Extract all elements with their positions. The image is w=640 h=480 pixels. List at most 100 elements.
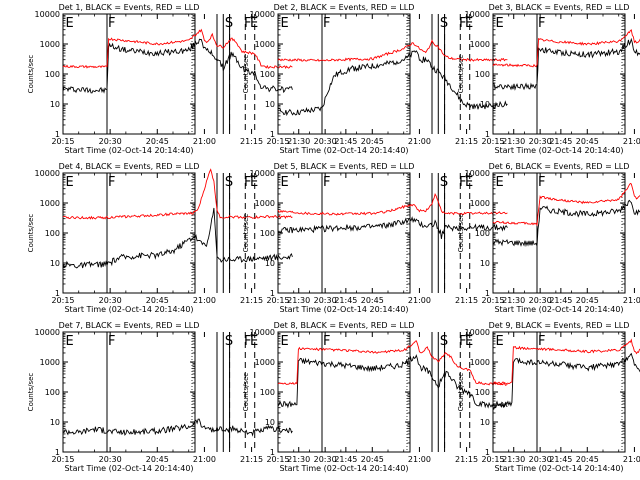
- y-tick-label: 10: [265, 259, 275, 268]
- marker-letter: E: [465, 334, 473, 349]
- marker-letter: E: [281, 16, 289, 31]
- y-tick-label: 1: [55, 130, 60, 139]
- chart-title: Det 1, BLACK = Events, RED = LLD: [59, 3, 200, 12]
- series-line-events: [62, 418, 293, 437]
- chart-title: Det 4, BLACK = Events, RED = LLD: [59, 162, 200, 171]
- marker-letter: F: [459, 16, 466, 31]
- y-tick-label: 10: [50, 100, 60, 109]
- y-tick-label: 1: [270, 130, 275, 139]
- x-tick-label: 20:30: [99, 137, 122, 146]
- x-tick-label: 20:15: [481, 455, 504, 464]
- chart-title: Det 5, BLACK = Events, RED = LLD: [274, 162, 415, 171]
- series-line-lld: [492, 182, 640, 227]
- series-line-events: [277, 50, 508, 117]
- x-axis-label: Start Time (02-Oct-14 20:14:40): [64, 305, 193, 314]
- y-tick-label: 10000: [465, 169, 490, 178]
- marker-letter: F: [244, 334, 251, 349]
- x-tick-label: 21:30: [502, 455, 525, 464]
- x-axis-label: Start Time (02-Oct-14 20:14:40): [279, 464, 408, 473]
- series-line-lld: [492, 338, 640, 385]
- marker-letter: F: [244, 16, 251, 31]
- marker-letter: E: [496, 16, 504, 31]
- series-line-events: [277, 216, 508, 239]
- x-axis-label: Start Time (02-Oct-14 20:14:40): [494, 305, 623, 314]
- plot-frame: [492, 13, 626, 135]
- chart-panel-1: Det 1, BLACK = Events, RED = LLD 1 10 100 10…: [27, 3, 357, 155]
- x-tick-label: 20:15: [51, 296, 74, 305]
- chart-title: Det 6, BLACK = Events, RED = LLD: [489, 162, 630, 171]
- x-tick-label: 21:30: [287, 137, 310, 146]
- x-tick-label: 21:45: [334, 296, 357, 305]
- series-line-lld: [277, 340, 508, 386]
- marker-letter: F: [108, 334, 115, 349]
- x-tick-label: 20:45: [146, 455, 169, 464]
- x-tick-label: 21:15: [455, 296, 478, 305]
- x-tick-label: 20:30: [529, 137, 552, 146]
- y-tick-label: 100: [475, 229, 490, 238]
- x-tick-label: 21:45: [334, 137, 357, 146]
- x-tick-label: 21:30: [502, 137, 525, 146]
- y-tick-label: 100: [475, 70, 490, 79]
- series-line-lld: [277, 39, 508, 62]
- x-tick-label: 20:15: [51, 455, 74, 464]
- y-tick-label: 1: [485, 448, 490, 457]
- x-tick-label: 20:45: [361, 455, 384, 464]
- x-tick-label: 20:30: [529, 296, 552, 305]
- y-tick-label: 100: [45, 229, 60, 238]
- marker-letter: E: [66, 16, 74, 31]
- y-tick-label: 10000: [35, 169, 60, 178]
- chart-panel-3: Det 3, BLACK = Events, RED = LLD 1 10 100 10…: [457, 3, 640, 155]
- x-tick-label: 21:00: [623, 455, 640, 464]
- y-tick-label: 1: [485, 130, 490, 139]
- x-tick-label: 21:45: [334, 455, 357, 464]
- marker-letter: E: [465, 175, 473, 190]
- x-tick-label: 21:30: [287, 455, 310, 464]
- x-tick-label: 21:00: [623, 296, 640, 305]
- y-tick-label: 10: [480, 259, 490, 268]
- x-tick-label: 20:45: [576, 455, 599, 464]
- x-tick-label: 20:45: [361, 296, 384, 305]
- x-tick-label: 20:30: [529, 455, 552, 464]
- marker-letter: S: [440, 334, 448, 349]
- marker-letter: S: [440, 16, 448, 31]
- series-line-events: [62, 38, 293, 94]
- x-tick-label: 21:45: [549, 296, 572, 305]
- x-tick-label: 20:30: [314, 455, 337, 464]
- marker-letter: E: [250, 175, 258, 190]
- y-tick-label: 1000: [255, 199, 275, 208]
- series-line-events: [277, 354, 508, 410]
- y-axis-label: Counts/sec: [27, 55, 35, 94]
- y-axis-label: Counts/sec: [457, 214, 465, 253]
- x-axis-label: Start Time (02-Oct-14 20:14:40): [279, 146, 408, 155]
- y-tick-label: 10000: [35, 328, 60, 337]
- plot-frame: [492, 172, 626, 294]
- chart-panel-6: Det 6, BLACK = Events, RED = LLD 1 10 100 10…: [457, 162, 640, 314]
- x-tick-label: 21:00: [193, 137, 216, 146]
- y-axis-label: Counts/sec: [242, 55, 250, 94]
- x-tick-label: 21:00: [408, 137, 431, 146]
- y-tick-label: 10: [265, 418, 275, 427]
- y-tick-label: 1000: [255, 40, 275, 49]
- series-line-lld: [492, 29, 640, 68]
- y-tick-label: 10000: [250, 169, 275, 178]
- x-tick-label: 20:45: [576, 137, 599, 146]
- x-tick-label: 20:45: [146, 137, 169, 146]
- y-tick-label: 100: [260, 388, 275, 397]
- y-tick-label: 10: [50, 259, 60, 268]
- x-tick-label: 20:15: [266, 296, 289, 305]
- marker-letter: E: [250, 334, 258, 349]
- y-tick-label: 10000: [250, 328, 275, 337]
- marker-letter: E: [496, 175, 504, 190]
- series-line-lld: [62, 28, 293, 69]
- y-tick-label: 100: [45, 388, 60, 397]
- series-line-lld: [277, 193, 508, 216]
- x-tick-label: 21:00: [408, 296, 431, 305]
- y-tick-label: 10: [265, 100, 275, 109]
- x-tick-label: 20:45: [146, 296, 169, 305]
- marker-letter: F: [459, 175, 466, 190]
- plot-frame: [62, 331, 196, 453]
- marker-letter: E: [281, 334, 289, 349]
- x-tick-label: 20:30: [314, 137, 337, 146]
- x-axis-label: Start Time (02-Oct-14 20:14:40): [64, 146, 193, 155]
